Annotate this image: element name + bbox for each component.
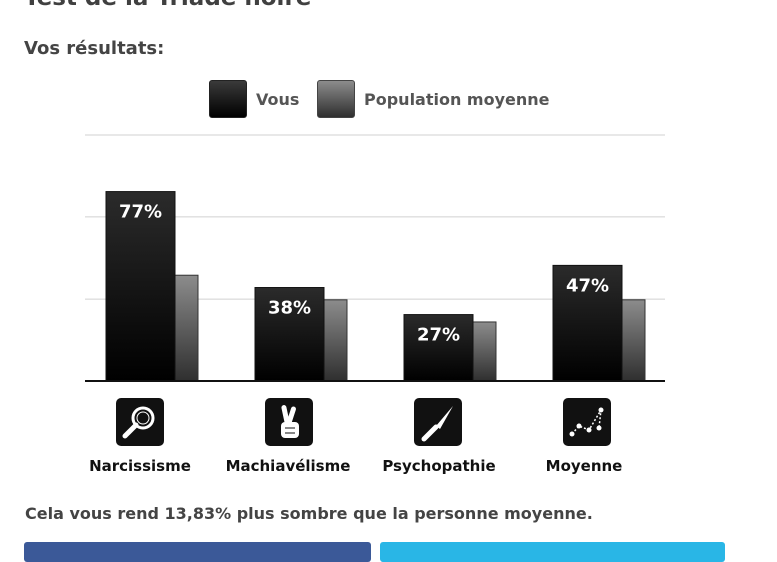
knife-icon [414,398,462,446]
bar-you-psychopathie [403,314,474,382]
constellation-icon [563,398,611,446]
results-bar-chart: 77% 38% 27% 47% [85,134,665,382]
results-heading: Vos résultats: [24,38,165,59]
bar-population-narcissisme [173,274,199,382]
crossed-fingers-icon [265,398,313,446]
bar-population-moyenne [620,299,646,382]
category-label-psychopathie: Psychopathie [382,457,496,475]
bar-population-machiavelisme [322,299,348,382]
twitter-share-button[interactable] [380,542,725,562]
chart-legend: Vous Population moyenne [0,80,777,120]
legend-label-you: Vous [256,90,300,109]
bar-you-narcissisme [105,191,176,382]
page-title: Test de la Triade noire [24,0,311,11]
bar-value-label-moyenne: 47% [566,275,609,296]
legend-swatch-population [317,80,355,118]
bar-value-label-psychopathie: 27% [417,325,460,346]
category-label-moyenne: Moyenne [545,457,623,475]
category-label-machiavelisme: Machiavélisme [225,457,351,475]
legend-swatch-you [209,80,247,118]
facebook-share-button[interactable] [24,542,371,562]
summary-text: Cela vous rend 13,83% plus sombre que la… [25,504,593,523]
bar-you-machiavelisme [254,287,325,382]
bar-you-moyenne [552,264,623,382]
magnifier-icon [116,398,164,446]
bar-value-label-narcissisme: 77% [119,202,162,223]
category-label-narcissisme: Narcissisme [89,457,191,475]
bar-population-psychopathie [471,321,497,382]
legend-label-population: Population moyenne [364,90,550,109]
bar-value-label-machiavelisme: 38% [268,298,311,319]
